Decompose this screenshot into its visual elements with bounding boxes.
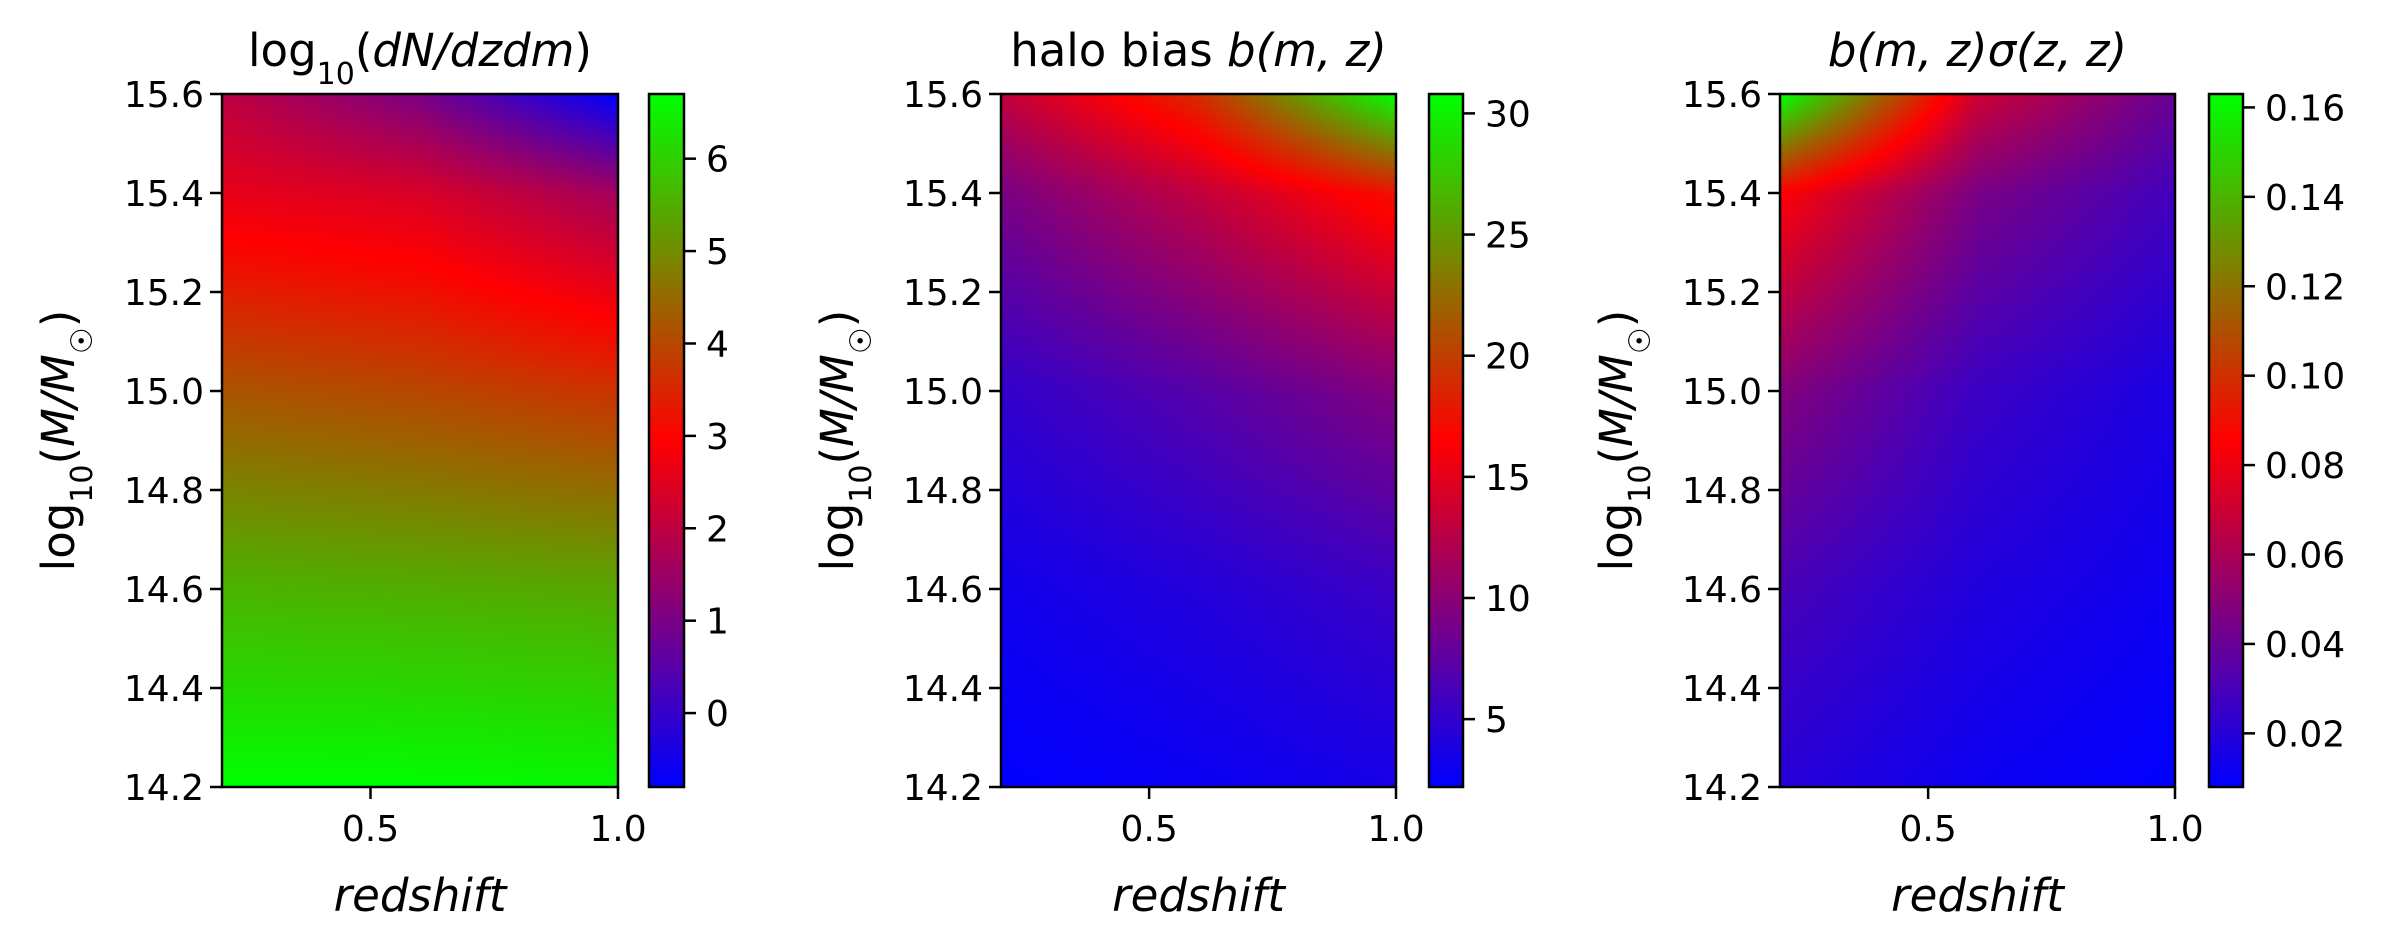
y-tick-label: 15.0 — [124, 372, 204, 413]
y-axis-label: log10(M/M☉) — [32, 310, 100, 572]
colorbar-tick-label: 4 — [706, 324, 729, 365]
y-axis-label: log10(M/M☉) — [1590, 310, 1658, 572]
chart-panel-1: 0.5 1.0 14.2 14.4 14.6 14.8 15.0 15.2 15.4 15.6 re… — [32, 24, 729, 922]
y-tick-label: 15.6 — [124, 75, 204, 116]
chart-panel-2: 0.5 1.0 14.2 14.4 14.6 14.8 15.0 15.2 15.4 15.6 re… — [811, 24, 1531, 922]
colorbar-tick-label: 5 — [706, 232, 729, 273]
plot-frame — [1778, 92, 2177, 789]
colorbar-tick-label: 15 — [1485, 458, 1531, 499]
colorbar-tick-label: 5 — [1485, 700, 1508, 741]
colorbar-frame — [2207, 92, 2245, 789]
colorbar-tick-label: 1 — [706, 602, 729, 643]
chart-panel-3: 0.5 1.0 14.2 14.4 14.6 14.8 15.0 15.2 15.4 15.6 re… — [1590, 24, 2345, 922]
colorbar-tick-label: 0.06 — [2265, 536, 2345, 577]
colorbar-tick-label: 0.14 — [2265, 178, 2345, 219]
x-axis-label: redshift — [1112, 869, 1287, 922]
colorbar-tick-label: 20 — [1485, 337, 1531, 378]
y-tick-label: 14.2 — [903, 768, 983, 809]
y-tick-label: 15.4 — [903, 174, 983, 215]
colorbar-tick-label: 10 — [1485, 579, 1531, 620]
x-tick-label: 1.0 — [1367, 809, 1424, 850]
y-tick-label: 14.4 — [124, 669, 204, 710]
y-tick-label: 14.4 — [1682, 669, 1762, 710]
colorbar-tick-label: 30 — [1485, 94, 1531, 135]
plot-frame — [220, 92, 620, 789]
y-tick-label: 14.2 — [1682, 768, 1762, 809]
colorbar-tick-label: 0.08 — [2265, 446, 2345, 487]
y-tick-label: 15.0 — [1682, 372, 1762, 413]
x-axis-label: redshift — [1891, 869, 2066, 922]
x-tick-label: 0.5 — [1899, 809, 1956, 850]
y-tick-label: 14.4 — [903, 669, 983, 710]
y-tick-label: 14.8 — [903, 471, 983, 512]
x-tick-label: 1.0 — [2146, 809, 2203, 850]
colorbar-tick-label: 0.10 — [2265, 357, 2345, 398]
heatmap-image — [1780, 94, 2175, 787]
colorbar-frame — [647, 92, 686, 789]
colorbar-tick-label: 0.16 — [2265, 88, 2345, 129]
y-tick-label: 15.0 — [903, 372, 983, 413]
y-tick-label: 15.2 — [903, 273, 983, 314]
x-tick-label: 0.5 — [1120, 809, 1177, 850]
chart-title: log10(dN/dzdm) — [248, 24, 592, 92]
y-tick-label: 15.4 — [124, 174, 204, 215]
colorbar-tick-label: 3 — [706, 417, 729, 458]
colorbar-tick-label: 0.02 — [2265, 714, 2345, 755]
colorbar-tick-label: 6 — [706, 140, 729, 181]
chart-title: b(m, z)σ(z, z) — [1828, 24, 2127, 77]
y-tick-label: 15.6 — [1682, 75, 1762, 116]
x-tick-label: 0.5 — [342, 809, 399, 850]
colorbar-gradient — [1429, 94, 1463, 787]
plot-frame — [999, 92, 1398, 789]
y-axis-label: log10(M/M☉) — [811, 310, 879, 572]
y-tick-label: 15.2 — [1682, 273, 1762, 314]
chart-title: halo bias b(m, z) — [1010, 24, 1387, 77]
y-tick-label: 14.6 — [1682, 570, 1762, 611]
y-tick-label: 14.6 — [124, 570, 204, 611]
colorbar-tick-label: 25 — [1485, 216, 1531, 257]
colorbar-gradient — [2209, 94, 2243, 787]
colorbar-tick-label: 0.04 — [2265, 625, 2345, 666]
heatmap-image — [1001, 94, 1396, 787]
y-tick-label: 14.2 — [124, 768, 204, 809]
y-tick-label: 14.8 — [1682, 471, 1762, 512]
colorbar-tick-label: 0.12 — [2265, 267, 2345, 308]
y-tick-label: 15.6 — [903, 75, 983, 116]
colorbar-frame — [1427, 92, 1465, 789]
y-tick-label: 15.2 — [124, 273, 204, 314]
colorbar-gradient — [649, 94, 684, 787]
y-tick-label: 14.6 — [903, 570, 983, 611]
x-tick-label: 1.0 — [589, 809, 646, 850]
colorbar-tick-label: 2 — [706, 509, 729, 550]
colorbar-tick-label: 0 — [706, 694, 729, 735]
y-tick-label: 15.4 — [1682, 174, 1762, 215]
x-axis-label: redshift — [334, 869, 509, 922]
heatmap-image — [222, 94, 618, 787]
y-tick-label: 14.8 — [124, 471, 204, 512]
